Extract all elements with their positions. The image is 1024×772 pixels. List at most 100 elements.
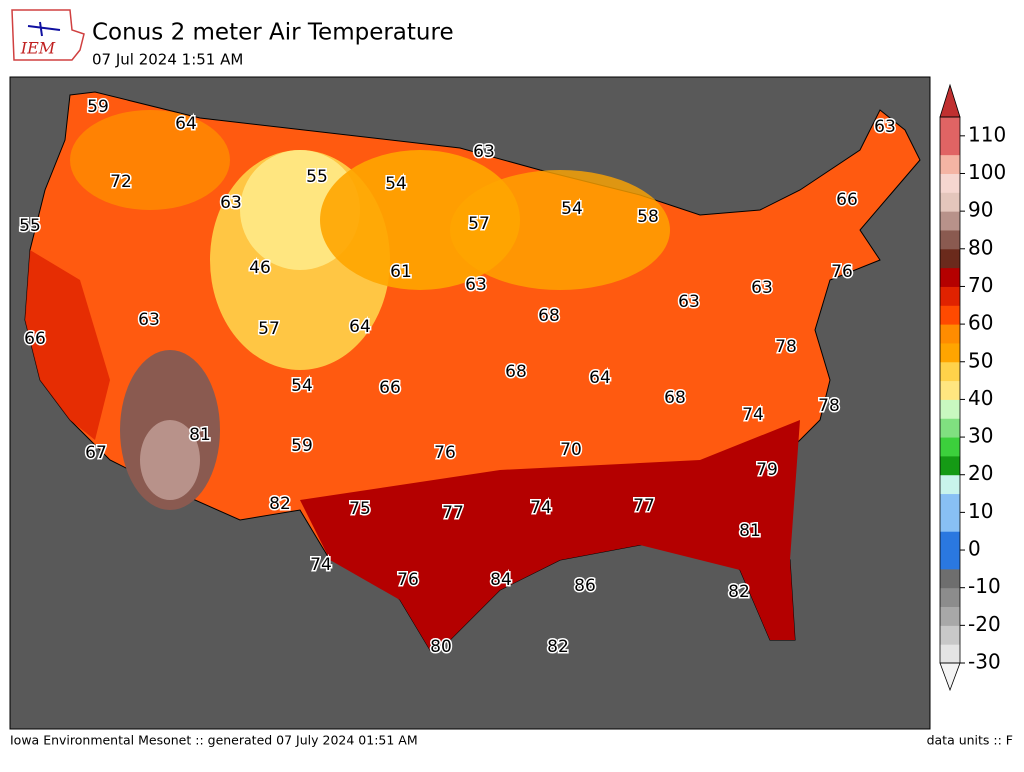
logo: IEM xyxy=(11,9,85,61)
colorbar-tick-label: 110 xyxy=(968,122,1006,146)
station-value: 59 xyxy=(87,97,109,117)
station-value: 63 xyxy=(678,292,700,312)
station-value: 66 xyxy=(836,190,858,210)
station-value: 59 xyxy=(291,436,313,456)
station-value: 82 xyxy=(269,494,291,514)
station-value: 82 xyxy=(547,637,569,657)
station-value: 84 xyxy=(490,570,512,590)
colorbar-bin xyxy=(940,286,960,306)
colorbar-tick-label: 80 xyxy=(968,235,993,259)
subtitle: 07 Jul 2024 1:51 AM xyxy=(92,51,243,69)
logo-text: IEM xyxy=(20,39,56,58)
station-value: 55 xyxy=(19,216,41,236)
colorbar-bin xyxy=(940,267,960,287)
station-value: 55 xyxy=(306,167,328,187)
colorbar-bin xyxy=(940,192,960,212)
station-value: 64 xyxy=(349,317,371,337)
colorbar-over xyxy=(939,83,961,118)
station-value: 67 xyxy=(85,443,107,463)
colorbar-bin xyxy=(940,173,960,193)
station-value: 86 xyxy=(574,576,596,596)
colorbar-bin xyxy=(940,117,960,137)
station-value: 61 xyxy=(390,262,412,282)
station-value: 81 xyxy=(739,521,761,541)
colorbar-bin xyxy=(940,644,960,664)
colorbar-bin xyxy=(940,399,960,419)
colorbar-bin xyxy=(940,493,960,513)
colorbar-bin xyxy=(940,474,960,495)
colorbar-bin xyxy=(940,248,960,269)
station-value: 63 xyxy=(138,310,160,330)
station-value: 54 xyxy=(561,199,583,219)
colorbar-tick-label: 90 xyxy=(968,198,993,222)
colorbar-tick-label: 60 xyxy=(968,311,993,335)
station-value: 63 xyxy=(220,193,242,213)
station-value: 72 xyxy=(110,172,132,192)
colorbar-tick-label: 50 xyxy=(968,348,993,372)
station-value: 78 xyxy=(775,337,797,357)
colorbar-tick-label: 100 xyxy=(968,160,1006,184)
station-value: 54 xyxy=(291,376,313,396)
station-value: 81 xyxy=(189,425,211,445)
colorbar-tick-label: -20 xyxy=(968,612,1001,636)
colorbar-under xyxy=(939,662,961,692)
station-value: 58 xyxy=(637,207,659,227)
station-value: 66 xyxy=(379,378,401,398)
colorbar: -30 -20 -10 0 10 20 30 40 50 60 70 80 90 100 110 xyxy=(939,83,1006,692)
colorbar-bin xyxy=(940,550,960,570)
station-value: 63 xyxy=(874,117,896,137)
colorbar-bin xyxy=(940,531,960,551)
colorbar-bin xyxy=(940,437,960,457)
colorbar-tick-label: -10 xyxy=(968,574,1001,598)
title: Conus 2 meter Air Temperature xyxy=(92,20,454,46)
map xyxy=(9,76,931,730)
colorbar-bin xyxy=(940,418,960,438)
colorbar-bin xyxy=(940,455,960,476)
station-value: 70 xyxy=(560,440,582,460)
station-value: 68 xyxy=(505,362,527,382)
colorbar-bin xyxy=(940,154,960,174)
station-value: 64 xyxy=(589,368,611,388)
station-value: 57 xyxy=(258,319,280,339)
colorbar-tick-label: 0 xyxy=(968,537,981,561)
station-value: 57 xyxy=(468,214,490,234)
colorbar-bin xyxy=(940,361,960,382)
station-value: 82 xyxy=(728,582,750,602)
station-value: 77 xyxy=(442,503,464,523)
station-value: 78 xyxy=(818,396,840,416)
colorbar-frame xyxy=(939,116,961,664)
station-value: 66 xyxy=(24,329,46,349)
colorbar-bin xyxy=(940,229,960,250)
colorbar-bin xyxy=(940,305,960,325)
colorbar-bin xyxy=(940,512,960,532)
station-value: 54 xyxy=(385,174,407,194)
station-value: 63 xyxy=(473,142,495,162)
colorbar-bin xyxy=(940,625,960,645)
map-labels: 59 64 63 63 72 55 54 63 54 58 66 57 55 46 61 63 76 63 68 63… xyxy=(18,96,898,659)
station-value: 79 xyxy=(756,460,778,480)
colorbar-bin xyxy=(940,568,960,589)
station-value: 64 xyxy=(175,114,197,134)
station-value: 75 xyxy=(349,499,371,519)
station-value: 80 xyxy=(430,637,452,657)
colorbar-bin xyxy=(940,342,960,363)
station-value: 76 xyxy=(434,443,456,463)
colorbar-tick-label: -30 xyxy=(968,650,1001,674)
station-value: 76 xyxy=(831,262,853,282)
station-value: 77 xyxy=(633,496,655,516)
colorbar-tick-label: 20 xyxy=(968,461,993,485)
colorbar-bin xyxy=(940,606,960,626)
station-value: 63 xyxy=(751,278,773,298)
station-value: 74 xyxy=(310,555,332,575)
colorbar-bin xyxy=(940,135,960,156)
colorbar-bin xyxy=(940,211,960,231)
station-value: 68 xyxy=(664,388,686,408)
footer-left: Iowa Environmental Mesonet :: generated … xyxy=(10,733,418,748)
colorbar-bin xyxy=(940,324,960,344)
colorbar-tick-label: 30 xyxy=(968,424,993,448)
station-value: 63 xyxy=(465,275,487,295)
footer-right: data units :: F xyxy=(927,733,1013,748)
station-value: 76 xyxy=(397,570,419,590)
station-value: 68 xyxy=(538,306,560,326)
